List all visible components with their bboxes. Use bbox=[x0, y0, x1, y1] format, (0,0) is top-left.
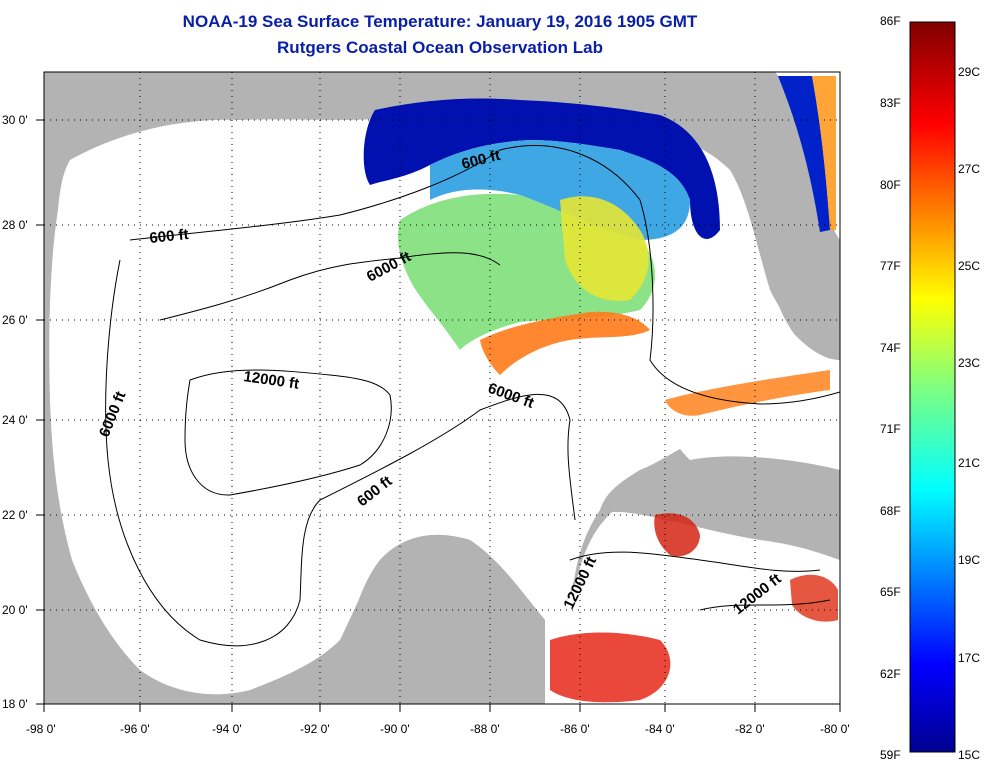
lon-label: -80 0' bbox=[820, 722, 850, 736]
sst-cold-coastal bbox=[363, 98, 720, 239]
colorbar-c-label: 23C bbox=[958, 356, 981, 370]
colorbar-f-label: 80F bbox=[880, 178, 901, 192]
contour-label: 600 ft bbox=[149, 226, 190, 247]
colorbar bbox=[909, 21, 956, 753]
lat-label: 24 0' bbox=[2, 413, 28, 427]
map-subtitle: Rutgers Coastal Ocean Observation Lab bbox=[277, 38, 603, 57]
colorbar-f-label: 74F bbox=[880, 341, 901, 355]
sst-yellow-band bbox=[560, 196, 649, 301]
map-title: NOAA-19 Sea Surface Temperature: January… bbox=[182, 12, 698, 31]
lon-label: -86 0' bbox=[560, 722, 590, 736]
lon-label: -88 0' bbox=[470, 722, 500, 736]
colorbar-c-label: 21C bbox=[958, 456, 981, 470]
cuba-land bbox=[640, 461, 840, 522]
colorbar-f-label: 62F bbox=[880, 667, 901, 681]
depth-contours bbox=[105, 145, 840, 647]
colorbar-f-label: 71F bbox=[880, 422, 901, 436]
sst-warm-east bbox=[790, 574, 838, 622]
colorbar-f-label: 68F bbox=[880, 504, 901, 518]
lon-label: -84 0' bbox=[645, 722, 675, 736]
lat-label: 22 0' bbox=[2, 508, 28, 522]
sst-florida-east bbox=[778, 76, 830, 232]
colorbar-c-label: 19C bbox=[958, 553, 981, 567]
lat-label: 28 0' bbox=[2, 218, 28, 232]
sst-florida-east-warm bbox=[812, 76, 836, 230]
map-frame bbox=[43, 71, 841, 705]
colorbar-f-label: 59F bbox=[880, 748, 901, 762]
yucatan-land bbox=[330, 534, 545, 704]
lon-label: -96 0' bbox=[120, 722, 150, 736]
lon-label: -90 0' bbox=[380, 722, 410, 736]
lat-label: 20 0' bbox=[2, 603, 28, 617]
colorbar-c-label: 29C bbox=[958, 65, 981, 79]
lat-label: 18 0' bbox=[2, 697, 28, 711]
lon-label: -92 0' bbox=[300, 722, 330, 736]
colorbar-f-label: 77F bbox=[880, 259, 901, 273]
colorbar-c-label: 15C bbox=[958, 748, 981, 762]
lon-label: -94 0' bbox=[212, 722, 242, 736]
sst-warm-caribbean bbox=[550, 632, 671, 703]
lon-label: -98 0' bbox=[26, 722, 56, 736]
colorbar-f-label: 65F bbox=[880, 585, 901, 599]
lon-label: -82 0' bbox=[735, 722, 765, 736]
colorbar-c-label: 25C bbox=[958, 259, 981, 273]
sst-warm-keys bbox=[665, 370, 830, 416]
lat-label: 30 0' bbox=[2, 113, 28, 127]
sst-warm-cuba-south bbox=[654, 513, 700, 557]
colorbar-c-label: 27C bbox=[958, 162, 981, 176]
axis-ticks bbox=[36, 119, 841, 712]
lat-label: 26 0' bbox=[2, 313, 28, 327]
colorbar-f-label: 86F bbox=[880, 14, 901, 28]
sst-warm-loop bbox=[480, 311, 650, 375]
grid-lines bbox=[44, 72, 840, 704]
colorbar-c-label: 17C bbox=[958, 651, 981, 665]
colorbar-f-label: 83F bbox=[880, 96, 901, 110]
